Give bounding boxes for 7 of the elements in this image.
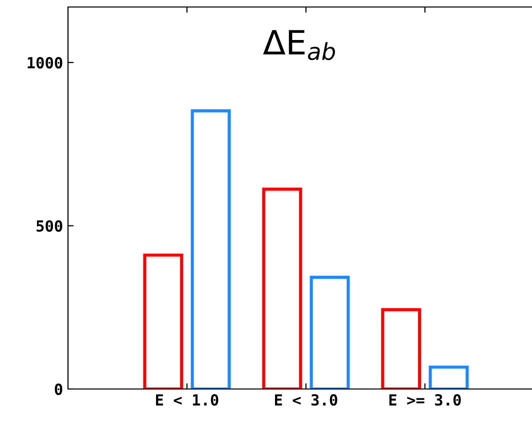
text: ΔE$_{ab}$ [263,30,336,60]
y-tick-label: 500 [36,220,62,232]
x-tick-label: E >= 3.0 [389,394,461,406]
y-tick-label: 0 [54,383,62,396]
y-tick-label: 1000 [28,56,62,69]
x-tick-label: E < 3.0 [275,394,338,406]
x-tick-label: E < 1.0 [156,394,218,406]
